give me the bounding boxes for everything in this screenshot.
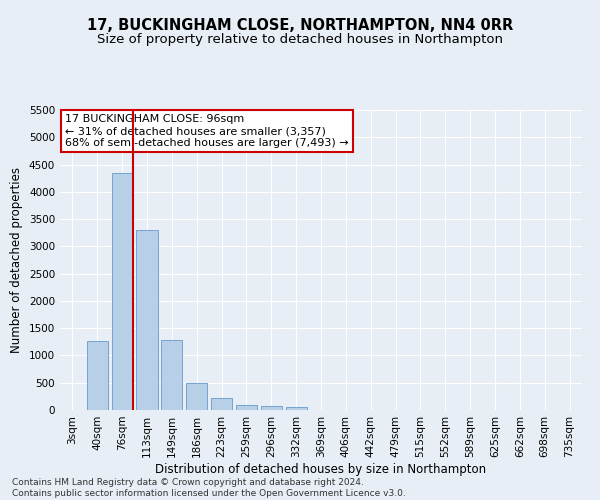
X-axis label: Distribution of detached houses by size in Northampton: Distribution of detached houses by size …: [155, 462, 487, 475]
Bar: [112, 174, 133, 410]
Bar: [211, 398, 232, 410]
Text: 17 BUCKINGHAM CLOSE: 96sqm
← 31% of detached houses are smaller (3,357)
68% of s: 17 BUCKINGHAM CLOSE: 96sqm ← 31% of deta…: [65, 114, 349, 148]
Bar: [161, 340, 182, 410]
Bar: [136, 230, 158, 410]
Bar: [87, 340, 108, 410]
Y-axis label: Number of detached properties: Number of detached properties: [10, 167, 23, 353]
Text: 17, BUCKINGHAM CLOSE, NORTHAMPTON, NN4 0RR: 17, BUCKINGHAM CLOSE, NORTHAMPTON, NN4 0…: [87, 18, 513, 32]
Bar: [261, 406, 282, 410]
Text: Contains HM Land Registry data © Crown copyright and database right 2024.
Contai: Contains HM Land Registry data © Crown c…: [12, 478, 406, 498]
Bar: [186, 384, 207, 410]
Bar: [286, 408, 307, 410]
Text: Size of property relative to detached houses in Northampton: Size of property relative to detached ho…: [97, 32, 503, 46]
Bar: [236, 405, 257, 410]
